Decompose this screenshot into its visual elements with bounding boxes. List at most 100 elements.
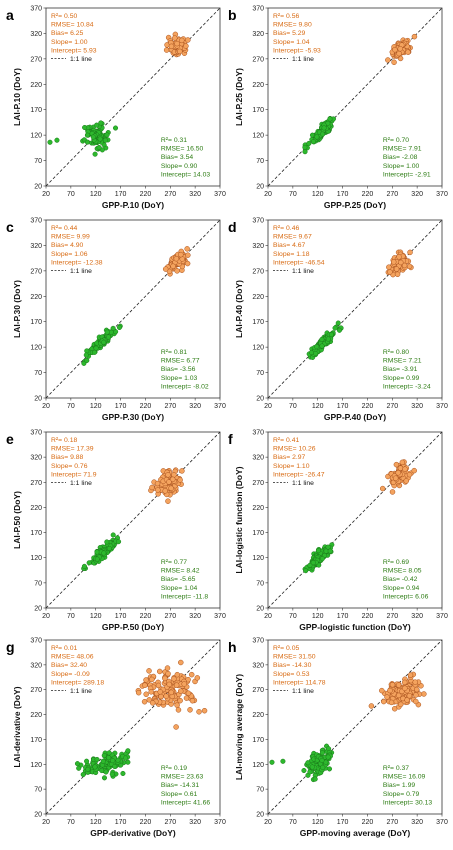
spring-point: [102, 137, 109, 143]
x-axis-label: GPP-P.25 (DoY): [324, 200, 386, 210]
x-tick-label: 170: [115, 819, 127, 826]
autumn-point: [395, 682, 402, 688]
autumn-point: [407, 249, 413, 256]
spring-point: [101, 752, 107, 759]
spring-stat: R²= 0.81: [161, 349, 187, 356]
spring-point: [332, 325, 338, 331]
autumn-point: [392, 46, 398, 53]
x-tick-label: 120: [312, 613, 324, 620]
x-axis-label: GPP-moving average (DoY): [300, 828, 411, 838]
spring-point: [106, 750, 112, 756]
spring-point: [327, 116, 333, 122]
spring-point: [81, 563, 87, 569]
x-tick-label: 170: [337, 819, 349, 826]
y-tick-label: 320: [30, 31, 42, 38]
x-tick-label: 120: [90, 819, 102, 826]
spring-point: [84, 357, 90, 363]
spring-point: [104, 539, 110, 545]
autumn-point: [401, 262, 408, 269]
y-tick-label: 20: [256, 184, 264, 191]
spring-stat: Bias= -3.56: [161, 366, 196, 373]
spring-point: [120, 770, 126, 777]
x-tick-label: 20: [264, 613, 272, 620]
autumn-point: [402, 466, 408, 472]
autumn-point: [165, 670, 171, 677]
y-tick-label: 20: [256, 812, 264, 819]
spring-stat: RMSE= 23.63: [161, 774, 204, 781]
autumn-point: [397, 46, 404, 52]
autumn-point: [149, 700, 156, 706]
y-tick-label: 270: [252, 480, 264, 487]
autumn-point: [171, 676, 177, 682]
x-tick-label: 370: [214, 819, 226, 826]
spring-point: [301, 767, 307, 774]
y-tick-label: 70: [256, 787, 264, 794]
autumn-point: [177, 688, 184, 694]
autumn-point: [143, 691, 149, 698]
spring-point: [321, 125, 327, 131]
y-tick-label: 20: [34, 606, 42, 613]
autumn-point: [165, 472, 171, 478]
spring-point: [99, 768, 105, 774]
autumn-point: [387, 687, 393, 694]
one-to-one-line: [45, 639, 221, 815]
x-tick-label: 120: [90, 403, 102, 410]
y-tick-label: 170: [30, 107, 42, 114]
spring-point: [82, 124, 88, 131]
spring-point: [96, 144, 102, 151]
autumn-stat: Bias= 32.40: [51, 662, 87, 669]
autumn-point: [393, 461, 400, 468]
y-tick-label: 70: [34, 787, 42, 794]
spring-point: [319, 750, 325, 756]
autumn-point: [173, 682, 180, 688]
y-tick-label: 220: [30, 505, 42, 512]
autumn-point: [196, 709, 202, 715]
x-tick-label: 320: [411, 613, 423, 620]
autumn-stat: RMSE= 10.84: [51, 22, 94, 29]
y-tick-label: 270: [252, 268, 264, 275]
x-tick-label: 170: [115, 191, 127, 198]
x-tick-label: 120: [90, 191, 102, 198]
autumn-point: [164, 665, 171, 671]
x-tick-label: 220: [362, 403, 374, 410]
y-tick-label: 70: [34, 580, 42, 587]
x-tick-label: 70: [289, 819, 297, 826]
spring-stat: R²= 0.31: [161, 137, 187, 144]
spring-stat: RMSE= 8.05: [383, 568, 422, 575]
autumn-point: [388, 699, 395, 706]
spring-point: [314, 134, 320, 140]
autumn-stat: Intercept= -46.54: [273, 259, 325, 266]
autumn-point: [135, 689, 142, 696]
autumn-point: [201, 707, 208, 714]
spring-point: [83, 352, 89, 358]
spring-point: [84, 758, 90, 764]
autumn-point: [163, 693, 169, 699]
autumn-stat: RMSE= 17.39: [51, 446, 94, 453]
y-tick-label: 270: [30, 687, 42, 694]
x-tick-label: 170: [337, 403, 349, 410]
y-tick-label: 20: [256, 606, 264, 613]
y-axis-label: LAI-P.50 (DoY): [12, 491, 22, 549]
y-tick-label: 270: [252, 56, 264, 63]
spring-point: [92, 151, 98, 157]
autumn-stat: R²= 0.56: [273, 13, 299, 20]
x-tick-label: 270: [386, 403, 398, 410]
autumn-point: [177, 48, 183, 55]
autumn-stat: Slope= 1.06: [51, 251, 88, 258]
autumn-point: [396, 50, 402, 57]
spring-stat: Intercept= -8.02: [161, 383, 209, 390]
x-axis-label: GPP-logistic function (DoY): [299, 622, 411, 632]
y-tick-label: 370: [30, 218, 42, 225]
spring-stat: R²= 0.77: [161, 559, 187, 566]
y-tick-label: 370: [252, 218, 264, 225]
autumn-stat: Bias= 5.29: [273, 30, 306, 37]
spring-point: [122, 755, 129, 761]
y-tick-label: 220: [252, 712, 264, 719]
autumn-point: [395, 692, 402, 699]
autumn-point: [174, 40, 180, 47]
autumn-point: [194, 675, 201, 681]
autumn-point: [399, 459, 406, 466]
autumn-stat: R²= 0.18: [51, 437, 77, 444]
